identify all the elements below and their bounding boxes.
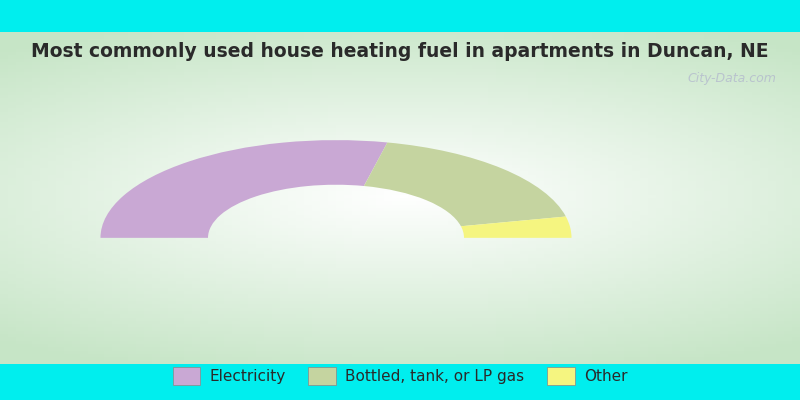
Wedge shape [364,142,566,226]
Wedge shape [101,140,387,238]
Text: Most commonly used house heating fuel in apartments in Duncan, NE: Most commonly used house heating fuel in… [31,42,769,61]
Legend: Electricity, Bottled, tank, or LP gas, Other: Electricity, Bottled, tank, or LP gas, O… [166,361,634,391]
Wedge shape [461,216,571,238]
Text: City-Data.com: City-Data.com [687,72,776,85]
